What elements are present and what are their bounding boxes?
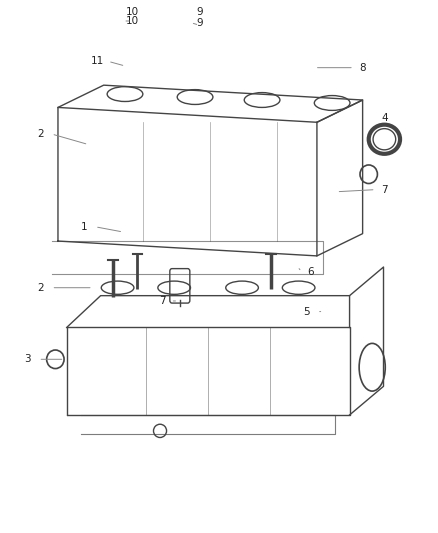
Text: 10: 10 (125, 7, 138, 17)
Text: 6: 6 (307, 267, 314, 277)
Text: 9: 9 (196, 7, 203, 17)
Text: 2: 2 (37, 129, 44, 139)
Text: 2: 2 (37, 282, 44, 293)
Text: 1: 1 (81, 222, 88, 232)
Text: 10: 10 (125, 16, 138, 26)
Text: 9: 9 (196, 18, 203, 28)
Text: 7: 7 (159, 296, 166, 306)
Text: 7: 7 (381, 184, 388, 195)
Text: 3: 3 (24, 354, 31, 364)
Text: 4: 4 (381, 113, 388, 123)
Text: 8: 8 (359, 63, 366, 72)
Text: 11: 11 (91, 56, 104, 66)
Text: 5: 5 (303, 306, 309, 317)
